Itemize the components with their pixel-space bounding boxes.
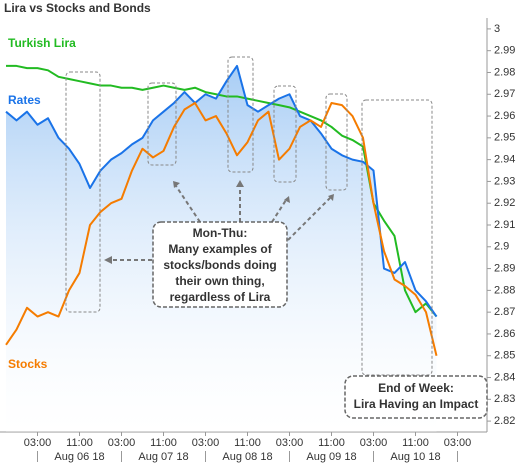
highlight-box [65, 71, 101, 313]
y-tick-label: 2.88 [494, 284, 515, 296]
annotation: Mon-Thu: [193, 226, 248, 240]
annotation: stocks/bonds doing [163, 258, 276, 272]
x-tick-label: 03:00 [360, 437, 388, 449]
x-tick-label: 03:00 [276, 437, 304, 449]
arrow [271, 199, 287, 223]
y-tick-label: 2.84 [494, 371, 515, 383]
annotation: their own thing, [175, 274, 264, 288]
date-label: Aug 09 18 [306, 451, 356, 463]
y-tick-label: 2.83 [494, 393, 515, 405]
y-tick-label: 2.96 [494, 110, 515, 122]
y-tick-label: 2.87 [494, 306, 515, 318]
x-tick-label: 03:00 [24, 437, 52, 449]
x-tick-label: 11:00 [318, 437, 345, 449]
x-tick-label: 11:00 [150, 437, 177, 449]
date-label: Aug 07 18 [138, 451, 188, 463]
arrow [287, 197, 331, 241]
y-tick-label: 2.95 [494, 132, 515, 144]
callout-arrows [104, 180, 334, 264]
x-tick-label: 11:00 [234, 437, 261, 449]
y-tick-label: 2.85 [494, 350, 515, 362]
date-label: Aug 10 18 [390, 451, 440, 463]
annotation: Lira Having an Impact [354, 397, 479, 411]
y-tick-label: 2.91 [494, 219, 515, 231]
y-tick-label: 2.86 [494, 328, 515, 340]
annotation: End of Week: [378, 381, 454, 395]
callout-box [344, 375, 488, 419]
y-tick-label: 2.97 [494, 88, 515, 100]
highlight-box [273, 85, 297, 183]
annotation: Many examples of [168, 242, 272, 256]
legend-label: Stocks [8, 357, 48, 371]
series-line [6, 64, 438, 318]
legend-label: Rates [8, 93, 41, 107]
highlight-box [147, 82, 177, 166]
annotation: regardless of Lira [170, 290, 271, 304]
x-tick-label: 03:00 [192, 437, 220, 449]
y-tick-label: 2.93 [494, 175, 515, 187]
y-tick-label: 2.89 [494, 262, 515, 274]
x-tick-label: 11:00 [66, 437, 93, 449]
series-line [5, 64, 438, 318]
date-label: Aug 06 18 [54, 451, 104, 463]
y-tick-label: 2.99 [494, 45, 515, 57]
x-tick-label: 03:00 [444, 437, 472, 449]
y-tick-label: 2.9 [494, 241, 509, 253]
y-tick-label: 2.92 [494, 197, 515, 209]
x-tick-label: 11:00 [402, 437, 429, 449]
legend-label: Turkish Lira [8, 36, 76, 50]
y-tick-label: 2.82 [494, 415, 515, 427]
highlight-boxes [65, 56, 433, 376]
highlight-box [361, 99, 433, 376]
date-label: Aug 08 18 [222, 451, 272, 463]
highlight-box [227, 56, 254, 173]
y-tick-label: 2.94 [494, 154, 515, 166]
y-tick-label: 3 [494, 23, 500, 35]
series-line [5, 101, 438, 356]
y-tick-label: 2.98 [494, 66, 515, 78]
arrow [175, 185, 201, 223]
callout-box [152, 221, 288, 308]
x-tick-label: 03:00 [108, 437, 136, 449]
highlight-box [325, 93, 348, 191]
chart-title: Lira vs Stocks and Bonds [4, 1, 151, 15]
